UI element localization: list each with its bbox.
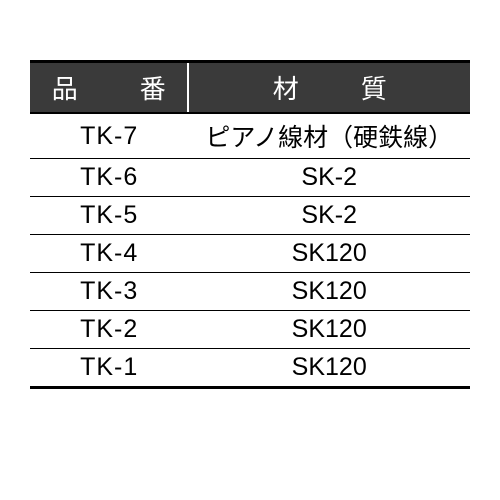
header-part-number: 品 番 <box>30 62 188 114</box>
material-table: 品 番 材 質 TK-7 ピアノ線材（硬鉄線） TK-6 SK-2 TK-5 S… <box>30 60 470 389</box>
cell-code: TK-5 <box>30 197 188 235</box>
table-row: TK-2 SK120 <box>30 311 470 349</box>
table-row: TK-4 SK120 <box>30 235 470 273</box>
table-row: TK-1 SK120 <box>30 349 470 388</box>
cell-material: ピアノ線材（硬鉄線） <box>188 113 470 159</box>
material-table-container: 品 番 材 質 TK-7 ピアノ線材（硬鉄線） TK-6 SK-2 TK-5 S… <box>30 60 470 389</box>
header-row: 品 番 材 質 <box>30 62 470 114</box>
cell-code: TK-6 <box>30 159 188 197</box>
cell-code: TK-2 <box>30 311 188 349</box>
cell-code: TK-1 <box>30 349 188 388</box>
header-material: 材 質 <box>188 62 470 114</box>
cell-material: SK120 <box>188 311 470 349</box>
table-row: TK-3 SK120 <box>30 273 470 311</box>
cell-code: TK-3 <box>30 273 188 311</box>
cell-code: TK-7 <box>30 113 188 159</box>
cell-material: SK120 <box>188 273 470 311</box>
cell-material: SK-2 <box>188 159 470 197</box>
cell-material: SK-2 <box>188 197 470 235</box>
cell-material: SK120 <box>188 349 470 388</box>
cell-material: SK120 <box>188 235 470 273</box>
table-row: TK-5 SK-2 <box>30 197 470 235</box>
table-row: TK-7 ピアノ線材（硬鉄線） <box>30 113 470 159</box>
cell-code: TK-4 <box>30 235 188 273</box>
table-row: TK-6 SK-2 <box>30 159 470 197</box>
